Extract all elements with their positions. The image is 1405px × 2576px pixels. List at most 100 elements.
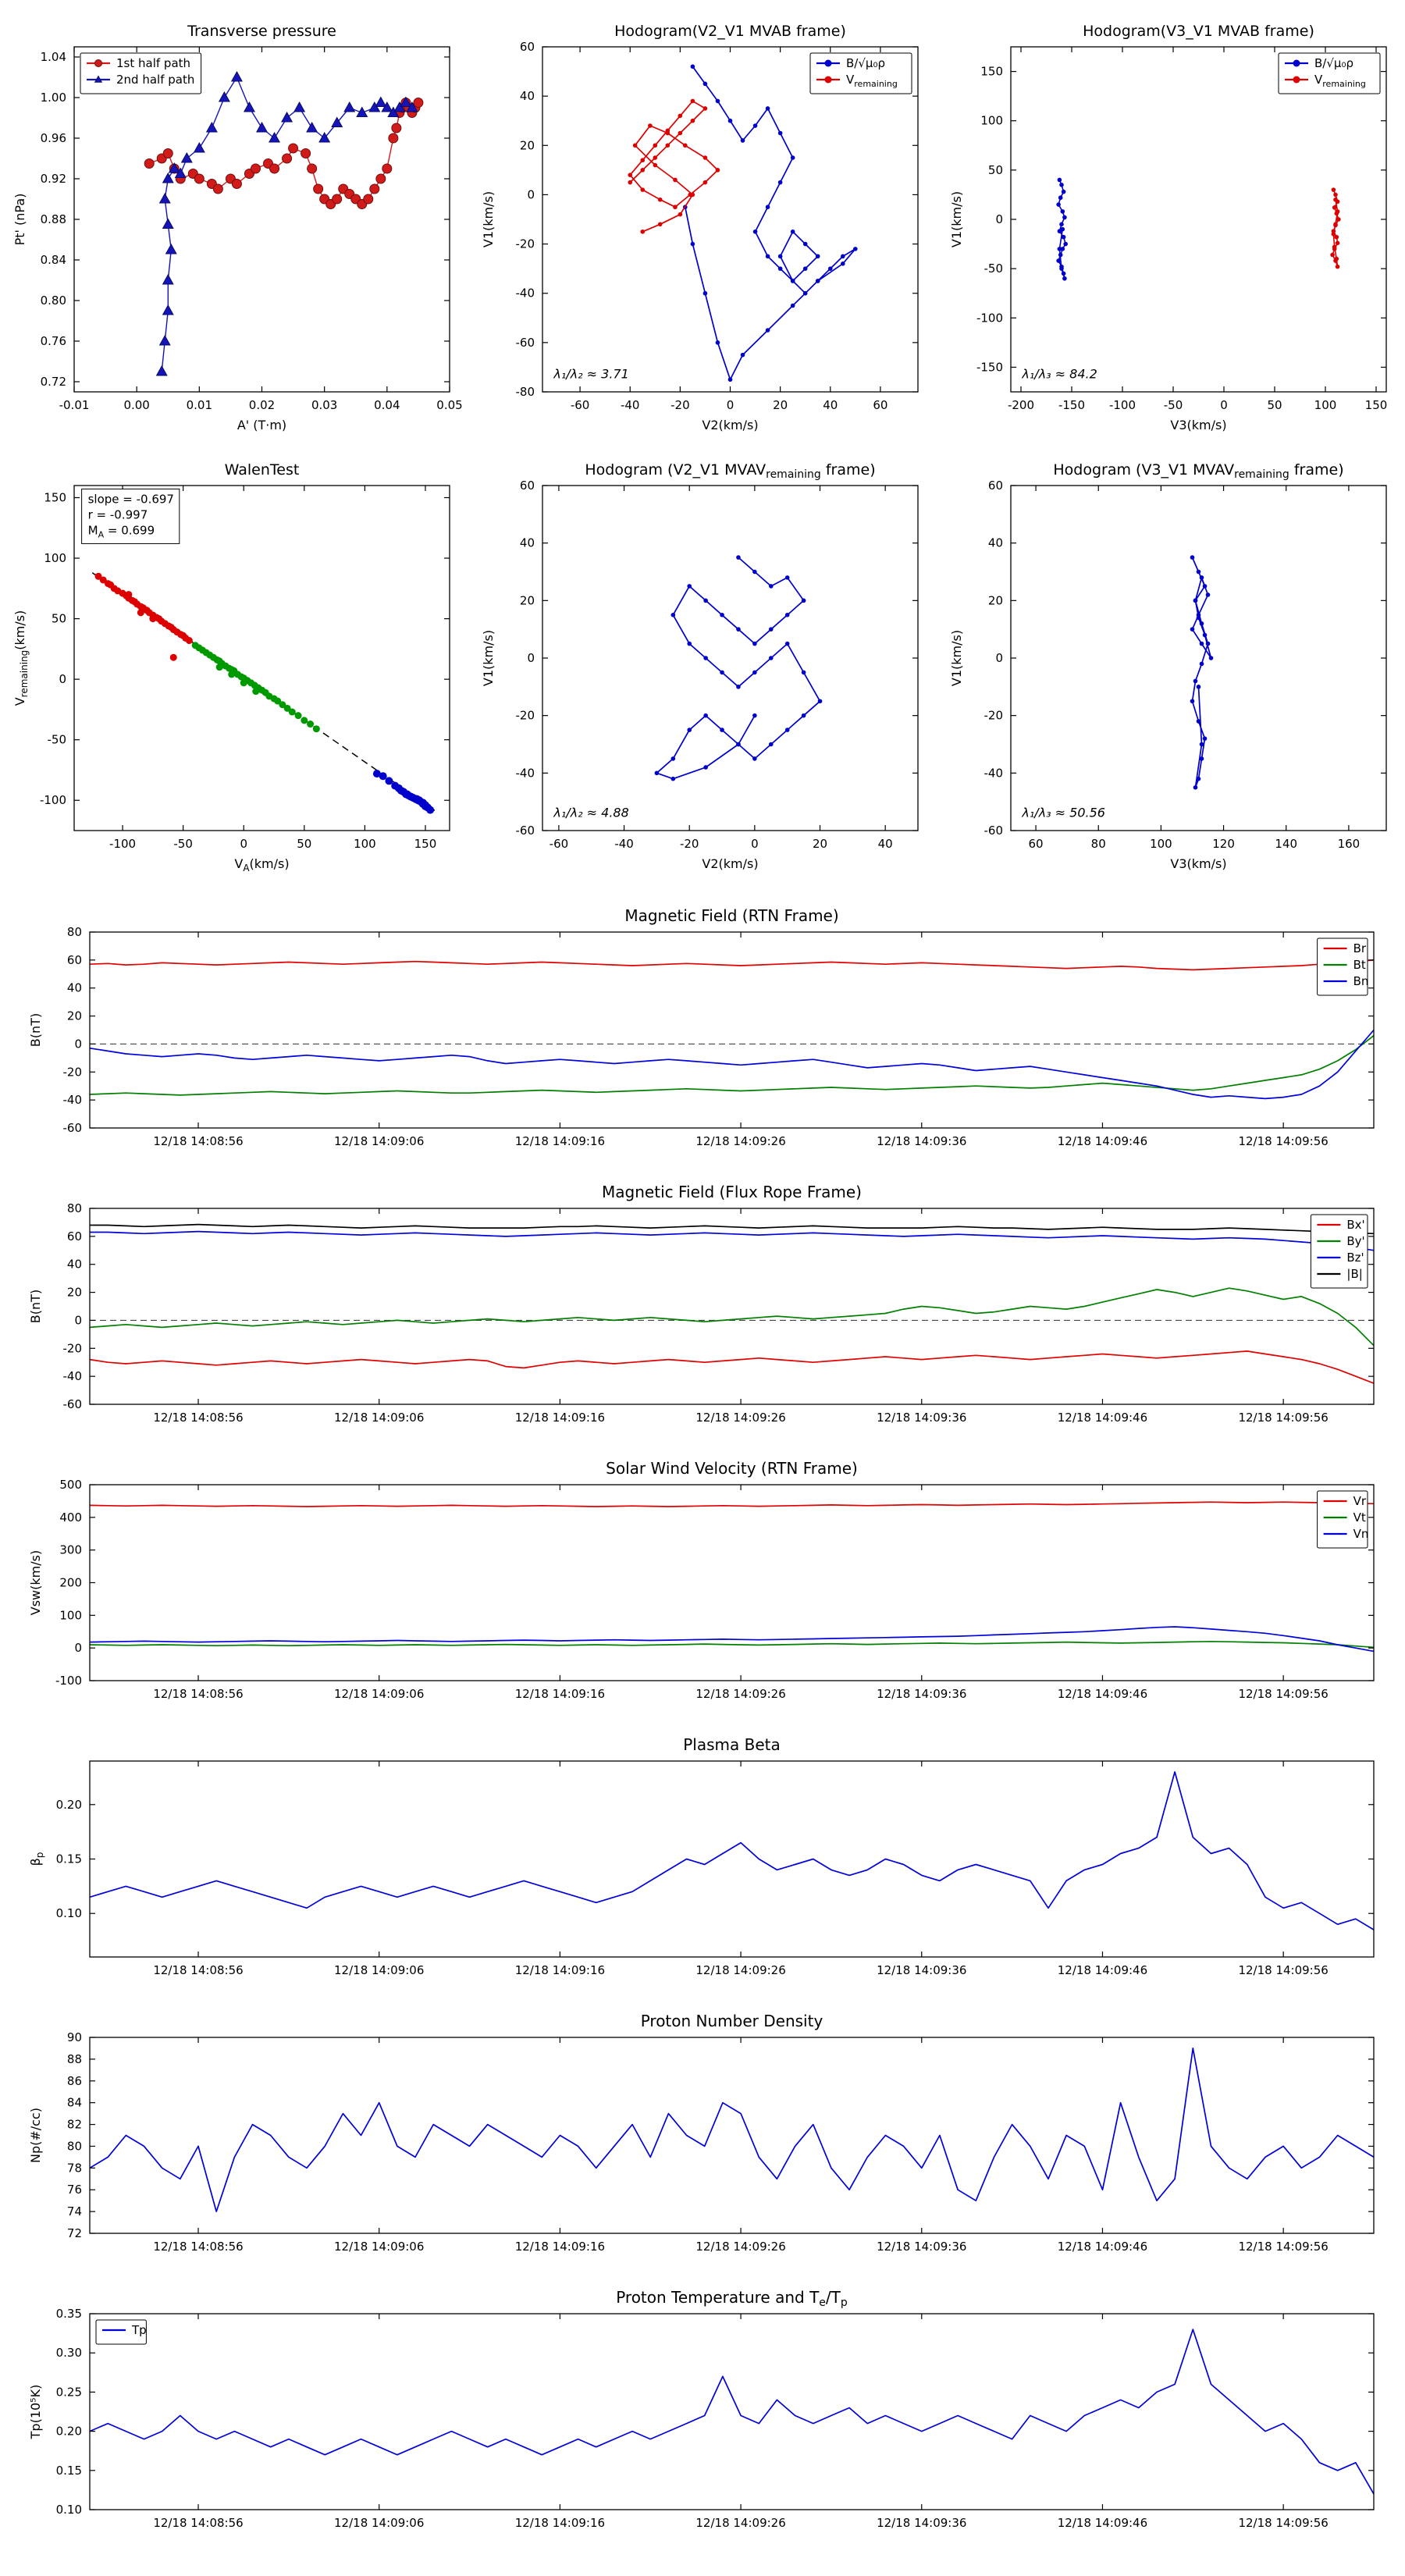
- svg-text:Proton Temperature and Te/Tp: Proton Temperature and Te/Tp: [616, 2288, 848, 2309]
- svg-text:Proton Number Density: Proton Number Density: [641, 2012, 823, 2030]
- svg-text:Hodogram(V2_V1 MVAB frame): Hodogram(V2_V1 MVAB frame): [614, 23, 846, 40]
- svg-text:84: 84: [67, 2096, 82, 2110]
- svg-text:82: 82: [67, 2118, 82, 2132]
- svg-text:V1(km/s): V1(km/s): [481, 191, 496, 247]
- series-Bt: [89, 1035, 1375, 1096]
- svg-text:r = -0.997: r = -0.997: [88, 507, 148, 521]
- svg-text:40: 40: [520, 536, 535, 550]
- series-By-prime: [89, 1287, 1375, 1347]
- svg-text:-20: -20: [63, 1065, 83, 1079]
- svg-text:40: 40: [67, 981, 82, 995]
- svg-text:-40: -40: [621, 398, 640, 412]
- svg-text:12/18 14:09:06: 12/18 14:09:06: [334, 1411, 424, 1425]
- series-Vn: [89, 1626, 1375, 1653]
- svg-plasma-beta: Plasma Beta 12/18 14:08:56 12/18 14:09:06 1…: [28, 1735, 1375, 1977]
- svg-text:12/18 14:09:46: 12/18 14:09:46: [1058, 1411, 1147, 1425]
- svg-text:50: 50: [988, 163, 1003, 177]
- svg-text:λ₁/λ₂ ≈ 4.88: λ₁/λ₂ ≈ 4.88: [553, 805, 628, 820]
- svg-text:-20: -20: [63, 1341, 83, 1355]
- svg-text:slope = -0.697: slope = -0.697: [88, 492, 174, 506]
- svg-text:-100: -100: [109, 837, 136, 851]
- svg-hodogram-v3v1-mvav: Hodogram (V3_V1 MVAVremaining frame) 60 80…: [949, 461, 1387, 871]
- svg-text:Vn: Vn: [1353, 1527, 1369, 1541]
- svg-text:0.30: 0.30: [56, 2346, 82, 2360]
- svg-text:12/18 14:09:26: 12/18 14:09:26: [695, 2240, 785, 2254]
- svg-text:-100: -100: [40, 793, 66, 807]
- svg-text:0.88: 0.88: [41, 212, 66, 226]
- svg-text:12/18 14:09:26: 12/18 14:09:26: [695, 1687, 785, 1701]
- svg-text:λ₁/λ₃ ≈ 84.2: λ₁/λ₃ ≈ 84.2: [1021, 366, 1097, 381]
- svg-magnetic-field-flux-rope: Magnetic Field (Flux Rope Frame) 12/18 14…: [28, 1183, 1375, 1425]
- svg-text:0.05: 0.05: [436, 398, 462, 412]
- svg-text:40: 40: [67, 1258, 82, 1272]
- svg-text:-60: -60: [550, 837, 569, 851]
- svg-text:Br: Br: [1353, 941, 1367, 955]
- svg-text:12/18 14:09:46: 12/18 14:09:46: [1058, 2516, 1147, 2530]
- series-B-hodogram: [654, 555, 823, 781]
- svg-text:0: 0: [240, 837, 247, 851]
- svg-text:300: 300: [59, 1543, 82, 1557]
- svg-text:100: 100: [44, 551, 66, 565]
- svg-text:40: 40: [878, 837, 893, 851]
- svg-text:12/18 14:09:46: 12/18 14:09:46: [1058, 2240, 1147, 2254]
- svg-text:12/18 14:09:56: 12/18 14:09:56: [1238, 1134, 1328, 1148]
- svg-text:20: 20: [988, 593, 1003, 607]
- chart-plasma-beta: Plasma Beta 12/18 14:08:56 12/18 14:09:06 1…: [0, 1724, 1405, 2000]
- svg-text:Vsw(km/s): Vsw(km/s): [28, 1550, 43, 1615]
- svg-transverse-pressure: Transverse pressure -0.01 0.00 0.01 0.02 0.03…: [12, 23, 463, 432]
- svg-text:-150: -150: [976, 360, 1003, 374]
- svg-text:-60: -60: [571, 398, 590, 412]
- svg-text:12/18 14:09:56: 12/18 14:09:56: [1238, 1687, 1328, 1701]
- svg-text:40: 40: [520, 89, 535, 103]
- svg-text:20: 20: [813, 837, 827, 851]
- svg-text:0: 0: [74, 1313, 82, 1327]
- svg-text:60: 60: [873, 398, 887, 412]
- svg-text:0: 0: [995, 651, 1003, 665]
- svg-text:12/18 14:08:56: 12/18 14:08:56: [153, 1134, 243, 1148]
- svg-text:Bx': Bx': [1346, 1218, 1364, 1232]
- chart-walen-test: WalenTest -100 -50 0 50 100 150 -100 -50 0 50 100 15…: [0, 445, 468, 884]
- series-beta-p: [89, 1771, 1375, 1930]
- svg-text:20: 20: [520, 138, 535, 152]
- chart-transverse-pressure: Transverse pressure -0.01 0.00 0.01 0.02 0.03…: [0, 6, 468, 445]
- svg-text:80: 80: [1091, 837, 1106, 851]
- svg-text:0: 0: [995, 212, 1003, 226]
- svg-text:V2(km/s): V2(km/s): [702, 418, 758, 432]
- series-middle-segment: [191, 642, 320, 733]
- svg-text:1st half path: 1st half path: [116, 56, 190, 70]
- svg-text:100: 100: [1150, 837, 1172, 851]
- svg-text:-0.01: -0.01: [59, 398, 90, 412]
- svg-text:0.10: 0.10: [56, 2503, 82, 2517]
- svg-text:12/18 14:09:56: 12/18 14:09:56: [1238, 2516, 1328, 2530]
- svg-text:12/18 14:09:46: 12/18 14:09:46: [1058, 1134, 1147, 1148]
- svg-text:80: 80: [67, 1201, 82, 1215]
- svg-text:12/18 14:08:56: 12/18 14:08:56: [153, 1963, 243, 1977]
- svg-text:Hodogram (V3_V1 MVAVremaining: Hodogram (V3_V1 MVAVremaining frame): [1053, 461, 1343, 481]
- chart-hodogram-v3v1-mvav: Hodogram (V3_V1 MVAVremaining frame) 60 80…: [937, 445, 1405, 884]
- svg-text:0.20: 0.20: [56, 1798, 82, 1812]
- svg-text:150: 150: [414, 837, 437, 851]
- svg-text:12/18 14:09:06: 12/18 14:09:06: [334, 1134, 424, 1148]
- svg-text:V1(km/s): V1(km/s): [949, 630, 964, 686]
- svg-text:Bt: Bt: [1353, 958, 1366, 972]
- svg-text:50: 50: [52, 612, 66, 626]
- svg-text:12/18 14:08:56: 12/18 14:08:56: [153, 2240, 243, 2254]
- svg-text:-50: -50: [1164, 398, 1183, 412]
- svg-text:1.00: 1.00: [41, 91, 66, 105]
- svg-text:12/18 14:09:56: 12/18 14:09:56: [1238, 1963, 1328, 1977]
- svg-text:12/18 14:09:16: 12/18 14:09:16: [515, 1134, 605, 1148]
- svg-text:12/18 14:08:56: 12/18 14:08:56: [153, 2516, 243, 2530]
- series-Tp: [89, 2329, 1375, 2495]
- chart-magnetic-field-flux-rope: Magnetic Field (Flux Rope Frame) 12/18 14…: [0, 1171, 1405, 1447]
- svg-text:Hodogram(V3_V1 MVAB frame): Hodogram(V3_V1 MVAB frame): [1083, 23, 1314, 40]
- svg-hodogram-v2v1-mvab: Hodogram(V2_V1 MVAB frame) -60 -40 -20 0 20 40…: [481, 23, 919, 432]
- svg-hodogram-v3v1-mvab: Hodogram(V3_V1 MVAB frame) -200 -150 -100 -5…: [949, 23, 1388, 432]
- svg-text:60: 60: [67, 1229, 82, 1244]
- svg-text:V2(km/s): V2(km/s): [702, 856, 758, 871]
- svg-text:0: 0: [727, 398, 735, 412]
- svg-text:12/18 14:09:56: 12/18 14:09:56: [1238, 1411, 1328, 1425]
- svg-text:-40: -40: [63, 1369, 83, 1383]
- svg-text:150: 150: [1365, 398, 1388, 412]
- svg-text:60: 60: [1029, 837, 1044, 851]
- svg-text:100: 100: [980, 114, 1003, 128]
